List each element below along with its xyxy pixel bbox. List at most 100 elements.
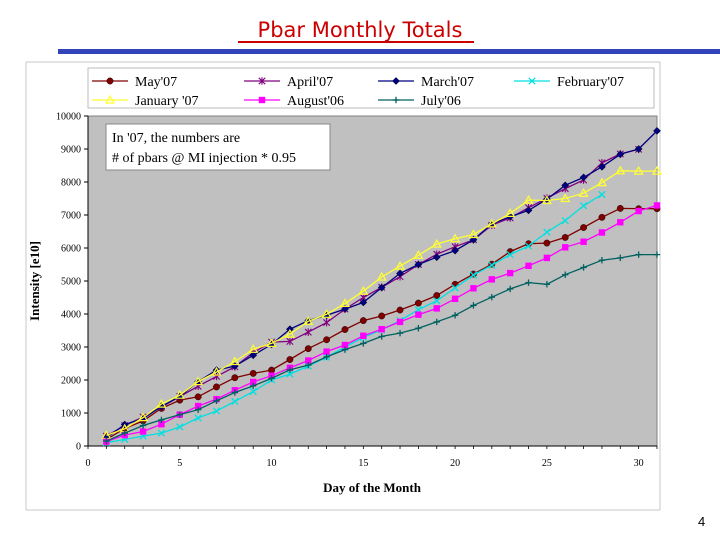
legend-entry: May'07: [92, 75, 177, 90]
data-point: [615, 165, 626, 175]
data-point: [433, 292, 441, 299]
y-tick-label: 10000: [56, 112, 81, 123]
data-point: [634, 145, 643, 153]
data-point: [213, 383, 220, 391]
data-point: [486, 218, 497, 228]
data-point: [413, 250, 424, 259]
legend-label: January '07: [135, 94, 199, 109]
legend-label: April'07: [287, 75, 333, 90]
data-point: [432, 253, 441, 262]
x-tick-label: 0: [86, 458, 91, 469]
data-point: [341, 305, 349, 313]
data-point: [396, 269, 404, 278]
data-point: [580, 224, 587, 231]
page-number: 4: [698, 514, 706, 529]
data-point: [617, 254, 624, 262]
data-point: [561, 181, 570, 190]
data-point: [396, 329, 404, 337]
data-point: [268, 366, 275, 374]
data-point: [598, 162, 606, 171]
data-point: [213, 397, 220, 404]
data-point: [303, 316, 314, 325]
data-point: [580, 238, 587, 245]
data-point: [341, 326, 349, 333]
data-point: [249, 378, 257, 386]
legend-entry: March'07: [378, 75, 474, 90]
y-tick-label: 7000: [61, 211, 81, 222]
data-point: [211, 366, 222, 376]
data-point: [579, 173, 588, 182]
legend-label: February'07: [557, 75, 624, 90]
data-point: [562, 271, 569, 278]
legend: May'07 April'07 March'07 February'07 January…: [92, 75, 624, 109]
data-point: [174, 389, 185, 399]
data-point: [266, 338, 277, 347]
data-point: [231, 389, 239, 396]
y-tick-label: 4000: [61, 310, 81, 321]
legend-marker: [392, 96, 400, 104]
data-point: [158, 421, 165, 428]
data-point: [231, 374, 239, 382]
x-tick-label: 25: [542, 458, 552, 469]
series-line: [106, 170, 657, 437]
data-point: [139, 422, 147, 429]
data-point: [580, 264, 587, 271]
data-point: [249, 369, 257, 377]
data-point: [488, 276, 496, 283]
legend-marker: [104, 94, 116, 104]
data-point: [284, 328, 295, 338]
data-point: [378, 333, 385, 340]
slide-title: Pbar Monthly Totals: [257, 18, 463, 42]
data-point: [543, 281, 551, 288]
data-point: [212, 407, 221, 415]
data-point: [488, 261, 496, 269]
data-point: [231, 397, 239, 406]
y-tick-label: 8000: [61, 178, 81, 189]
data-point: [633, 165, 644, 175]
data-point: [359, 298, 368, 307]
legend-entry: January '07: [92, 94, 199, 109]
data-point: [305, 357, 312, 364]
x-tick-label: 20: [450, 458, 460, 469]
series-4: [101, 165, 663, 440]
data-point: [103, 437, 110, 445]
data-point: [323, 318, 331, 327]
y-tick-label: 1000: [61, 409, 81, 420]
y-tick-label: 6000: [61, 244, 81, 255]
data-point: [415, 324, 422, 332]
series-0: [102, 204, 661, 443]
data-point: [524, 206, 533, 215]
data-point: [139, 428, 147, 435]
data-point: [194, 402, 202, 410]
annotation-box: [105, 123, 331, 171]
data-point: [506, 250, 514, 259]
data-point: [305, 361, 312, 369]
data-point: [653, 202, 661, 209]
data-point: [433, 297, 441, 305]
data-point: [635, 251, 642, 258]
series-layer: [101, 126, 663, 447]
data-point: [525, 262, 532, 270]
data-point: [578, 188, 589, 197]
data-point: [341, 346, 349, 353]
data-point: [561, 216, 569, 225]
data-point: [488, 293, 496, 301]
data-point: [286, 366, 294, 373]
data-point: [468, 229, 479, 239]
data-point: [304, 328, 312, 336]
legend-label: March'07: [421, 75, 474, 90]
data-point: [506, 269, 514, 277]
data-point: [377, 283, 386, 292]
data-point: [523, 194, 534, 204]
data-point: [414, 299, 422, 307]
x-tick-label: 5: [177, 458, 182, 469]
data-point: [194, 406, 202, 413]
data-point: [470, 302, 477, 309]
data-point: [414, 260, 423, 269]
data-point: [651, 165, 663, 175]
data-point: [158, 416, 165, 424]
data-point: [616, 204, 624, 212]
data-point: [524, 242, 533, 250]
legend-label: May'07: [135, 75, 177, 90]
data-point: [541, 195, 552, 205]
